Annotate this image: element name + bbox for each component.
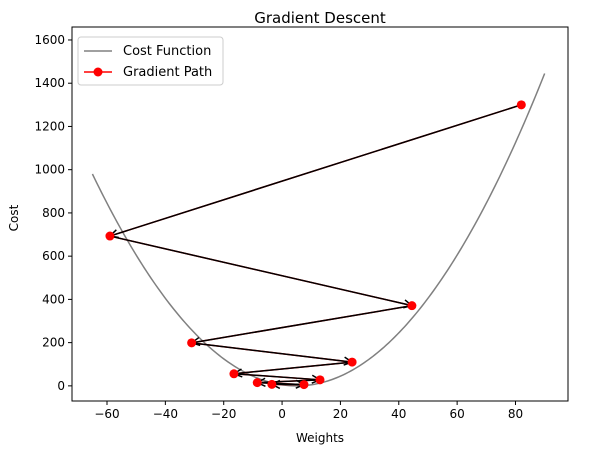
- y-axis-label: Cost: [7, 204, 21, 231]
- x-tick-label: −60: [94, 407, 119, 421]
- legend-box: [77, 36, 224, 86]
- chart-title: Gradient Descent: [254, 9, 386, 27]
- gradient-step-arrow: [192, 304, 413, 343]
- cost-function-curve: [91, 73, 546, 387]
- gradient-step-arrow: [234, 361, 353, 374]
- gradient-path-point: [267, 379, 277, 389]
- x-tick-label: −20: [211, 407, 236, 421]
- legend-path-label: Gradient Path: [123, 65, 212, 80]
- gradient-step-arrow: [233, 373, 320, 380]
- y-axis-ticks: 0 200 400 600 800 1000 1200 1400 1600: [34, 33, 72, 393]
- legend-cost-label: Cost Function: [123, 44, 211, 59]
- gradient-path-point: [299, 380, 309, 390]
- y-tick-label: 1200: [34, 119, 65, 133]
- gradient-step-arrow: [110, 104, 522, 236]
- y-tick-label: 1000: [34, 163, 65, 177]
- gradient-path-point: [347, 357, 357, 367]
- y-tick-label: 0: [57, 379, 65, 393]
- legend-path-marker: [93, 67, 103, 77]
- y-tick-label: 200: [42, 336, 65, 350]
- gradient-step-arrow: [109, 235, 412, 306]
- plot-frame: [71, 26, 569, 402]
- legend: Cost Function Gradient Path: [77, 36, 224, 86]
- x-tick-label: 20: [333, 407, 348, 421]
- x-axis-label: Weights: [296, 431, 344, 445]
- x-axis-ticks: −60 −40 −20 0 20 40 60 80: [94, 401, 523, 421]
- gradient-step-arrow: [257, 380, 321, 383]
- gradient-step-arrow: [191, 342, 352, 362]
- y-tick-label: 600: [42, 249, 65, 263]
- x-tick-label: 60: [449, 407, 464, 421]
- gradient-path-point: [516, 100, 526, 110]
- gradient-path-point: [105, 231, 115, 241]
- x-tick-label: 80: [508, 407, 523, 421]
- gradient-path-point: [252, 378, 262, 388]
- y-tick-label: 1400: [34, 76, 65, 90]
- gradient-path-markers: [105, 100, 526, 390]
- y-tick-label: 800: [42, 206, 65, 220]
- y-tick-label: 400: [42, 292, 65, 306]
- x-tick-label: 40: [391, 407, 406, 421]
- gradient-path-lines: [109, 104, 522, 386]
- gradient-path-point: [315, 375, 325, 385]
- y-tick-label: 1600: [34, 33, 65, 47]
- gradient-path-point: [187, 338, 197, 348]
- gradient-path-point: [407, 301, 417, 311]
- x-tick-label: −40: [153, 407, 178, 421]
- x-tick-label: 0: [278, 407, 286, 421]
- gradient-path-arrows: [109, 104, 522, 385]
- gradient-path-point: [229, 369, 239, 379]
